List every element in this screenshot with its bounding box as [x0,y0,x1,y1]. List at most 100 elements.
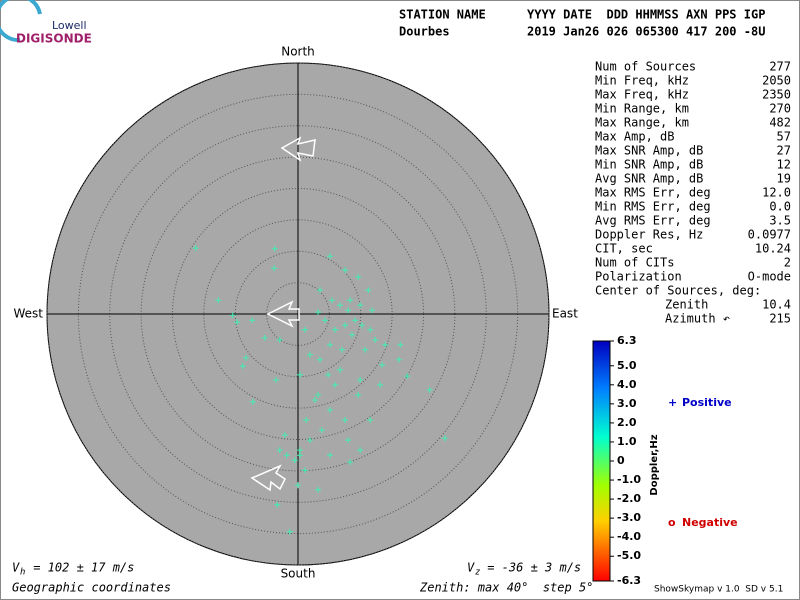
source [296,452,303,459]
vz-symbol: V [467,561,475,575]
source [249,317,256,324]
stat-value: 2 [784,256,791,270]
stat-label: Max RMS Err, deg [595,186,711,200]
source [357,376,364,383]
source [367,417,374,424]
source [249,398,256,405]
drift-arrow [250,464,286,492]
colorbar-tick-label: 1.0 [617,435,637,448]
vh-symbol: V [12,561,20,575]
source [367,326,374,333]
source [342,267,349,274]
source [229,312,236,319]
stat-value: 2050 [762,74,791,88]
header: Dourbes [399,25,450,39]
stat-value: 215 [769,312,791,326]
version: ShowSkymap v 1.0 SD v 5.1 [654,585,783,595]
stat-value: 27 [777,144,791,158]
legend-label: Negative [682,516,738,529]
stat-value: O-mode [748,270,791,284]
source [357,447,364,454]
colorbar-tick-label: -2.0 [617,492,641,505]
stat-label: Min RMS Err, deg [595,200,711,214]
header: YYYY DATE DDD HHMMSS AXN PPS IGP [527,8,765,22]
source [327,253,334,260]
source [382,341,389,348]
source [325,371,332,378]
direction: North [281,45,315,59]
source [303,417,310,424]
source [372,336,379,343]
source [345,307,352,314]
stat-value: 57 [777,130,791,144]
source [291,457,298,464]
stat-value: 277 [769,60,791,74]
colorbar-tick-label: 4.0 [617,378,637,391]
vh: = 102 ± 17 m/s [26,561,134,575]
stat-label: Zenith [665,298,708,312]
source [355,391,362,398]
source [295,482,301,489]
source [271,245,278,252]
source [342,322,349,329]
source [332,326,339,333]
source [347,297,354,304]
source [315,309,322,316]
colorbar-tick-label: -6.3 [617,574,641,587]
stat-label: Min Freq, kHz [595,74,689,88]
stat-value: 10.24 [755,242,791,256]
source [441,435,448,442]
source [215,297,222,304]
source [359,322,366,329]
stat-label: Avg SNR Amp, dB [595,172,703,186]
source [296,447,303,454]
stat-label: Max Freq, kHz [595,88,689,102]
stat-value: 12 [777,158,791,172]
stat-value: 0.0977 [748,228,791,242]
source [352,317,359,324]
stat-label: Max Range, km [595,116,689,130]
source [321,317,328,324]
source [337,302,344,309]
stat-heading: Center of Sources, deg: [595,284,761,298]
source [234,319,241,326]
source [342,417,349,424]
source [362,346,369,353]
source [239,363,246,370]
source [332,381,339,388]
source [316,287,323,294]
source [315,486,322,493]
stat-value: 12.0 [762,186,791,200]
source [301,326,308,333]
colorbar-tick-label: 5.0 [617,359,637,372]
source [327,452,334,459]
stat-label: Azimuth ↶ [665,312,730,326]
source [274,501,281,508]
source [338,346,345,353]
colorbar-tick-label: 3.0 [617,397,637,410]
direction: West [13,307,43,321]
coords-note: Geographic coordinates [12,581,171,595]
source [369,307,376,314]
stat-label: Polarization [595,270,682,284]
header: 2019 Jan26 026 065300 417 200 -8U [527,25,765,39]
stat-value: 19 [777,172,791,186]
source [328,297,335,304]
stat-label: Avg RMS Err, deg [595,214,711,228]
stat-value: 0.0 [769,200,791,214]
source [365,287,372,294]
source [357,302,364,309]
source [316,356,323,363]
source [355,273,362,280]
colorbar [592,340,611,582]
colorbar-label: Doppler,Hz [649,434,660,495]
source [404,373,411,380]
stat-label: Min SNR Amp, dB [595,158,703,172]
source [311,396,318,403]
source [283,452,290,459]
colorbar-tick-label: -3.0 [617,511,641,524]
source [271,265,278,272]
vz-sub: z [475,568,480,578]
stat-label: Max SNR Amp, dB [595,144,703,158]
drift-arrow [266,300,300,328]
